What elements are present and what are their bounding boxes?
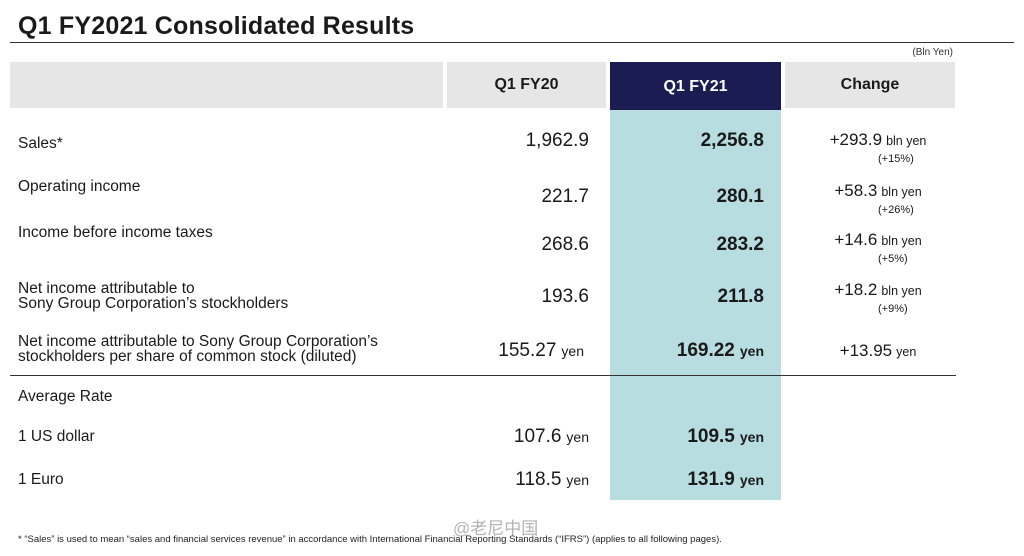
net-income-q1-fy21: 211.8 [717,286,765,307]
current-period-highlight [610,110,781,500]
column-header-q1-fy20: Q1 FY20 [447,62,606,108]
watermark: @老尼中国 [453,519,539,538]
operating-income-q1-fy21: 280.1 [716,186,764,207]
eps-q1-fy20: 155.27 yen [498,340,584,361]
row-label-income-before-taxes: Income before income taxes [18,224,213,241]
eps-q1-fy21: 169.22 yen [676,340,764,361]
row-label-euro: 1 Euro [18,471,64,488]
header-label-cell [10,62,443,108]
operating-income-change: +58.3 bln yen (+26%) [834,181,922,216]
row-label-sales: Sales* [18,135,63,152]
title-divider [10,42,1014,43]
net-income-change: +18.2 bln yen (+9%) [834,280,922,315]
row-label-operating-income: Operating income [18,178,141,195]
usd-rate-q1-fy21: 109.5 yen [687,426,764,447]
unit-note: (Bln Yen) [912,47,953,58]
usd-rate-q1-fy20: 107.6 yen [513,426,589,447]
section-divider [10,375,956,376]
income-before-taxes-q1-fy20: 268.6 [541,234,589,255]
sales-q1-fy20: 1,962.9 [525,130,589,151]
sales-change: +293.9 bln yen (+15%) [829,130,927,165]
income-before-taxes-q1-fy21: 283.2 [716,234,764,255]
net-income-q1-fy20: 193.6 [541,286,589,307]
column-header-change: Change [785,62,955,108]
average-rate-heading: Average Rate [18,388,113,405]
operating-income-q1-fy20: 221.7 [541,186,589,207]
footnote: * “Sales” is used to mean “sales and fin… [18,534,722,545]
eps-change: +13.95 yen [839,341,917,360]
row-label-us-dollar: 1 US dollar [18,428,95,445]
income-before-taxes-change: +14.6 bln yen (+5%) [834,230,922,265]
row-label-eps: Net income attributable to Sony Group Co… [18,333,378,365]
page-title: Q1 FY2021 Consolidated Results [18,12,415,40]
eur-rate-q1-fy21: 131.9 yen [687,469,764,490]
sales-q1-fy21: 2,256.8 [700,130,764,151]
column-header-q1-fy21: Q1 FY21 [610,62,781,110]
eur-rate-q1-fy20: 118.5 yen [515,469,589,490]
row-label-net-income: Net income attributable to Sony Group Co… [18,280,289,312]
